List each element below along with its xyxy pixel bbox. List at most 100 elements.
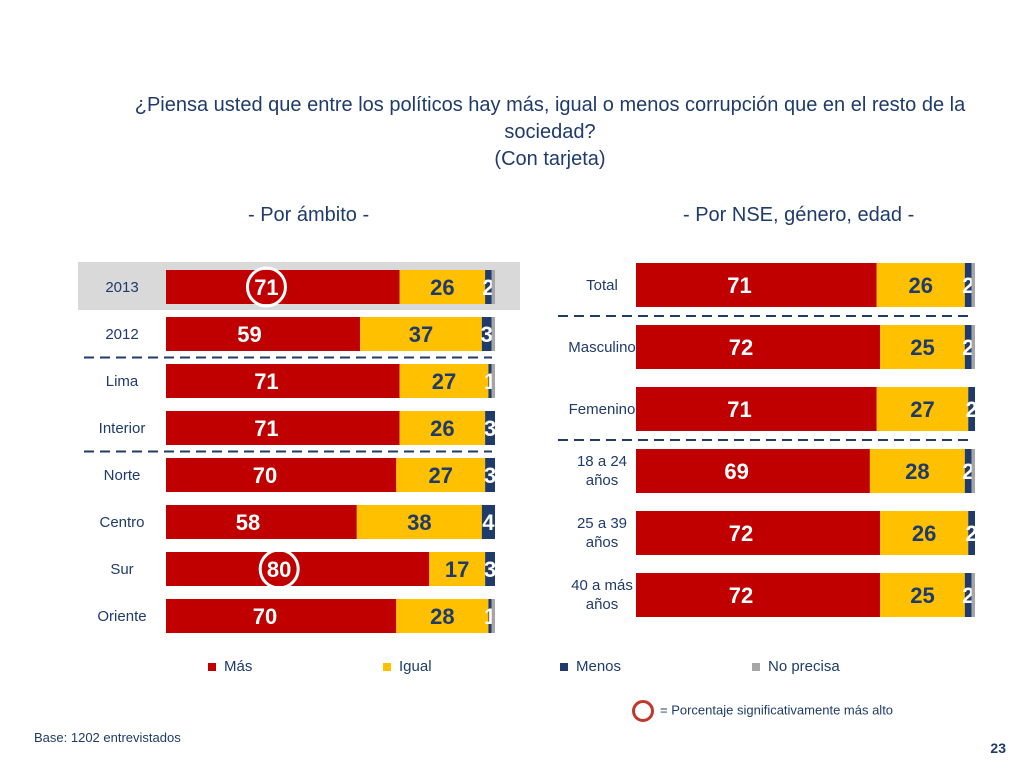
legend-swatch-no-precisa: [752, 663, 760, 672]
ambito-bar-norte-igual: [396, 458, 486, 492]
ambito-data-label-2012: 37: [409, 322, 433, 347]
nse-bar-femenino-menos: [968, 387, 975, 431]
significance-note: = Porcentaje significativamente más alto: [632, 700, 893, 722]
nse-bar-masculino-no-precisa: [971, 325, 975, 369]
nse-bar-18-a-24-a-os-más: [636, 449, 870, 493]
ambito-bar-norte-más: [166, 458, 397, 492]
title-line-3: (Con tarjeta): [494, 148, 606, 170]
nse-bar-25-a-39-a-os-menos: [968, 511, 975, 555]
ambito-bar-2012-menos: [481, 317, 492, 351]
nse-data-label-total: 71: [727, 273, 751, 298]
ambito-data-label-centro: 4: [482, 510, 495, 535]
legend-swatch-menos: [560, 663, 568, 672]
nse-data-label-18-a-24-a-os: 2: [962, 459, 974, 484]
ambito-category-label: Centro: [99, 514, 144, 531]
chart-title: ¿Piensa usted que entre los políticos ha…: [60, 92, 1024, 173]
ambito-bar-sur-igual: [429, 552, 486, 586]
nse-category-label: 25 a 39: [577, 515, 627, 532]
legend-item-igual: Igual: [383, 658, 432, 675]
nse-data-label-femenino: 27: [910, 397, 934, 422]
ambito-data-label-interior: 71: [254, 416, 278, 441]
ambito-data-label-2012: 59: [237, 322, 261, 347]
left-subtitle: - Por ámbito -: [248, 204, 370, 226]
legend-label-no-precisa: No precisa: [768, 658, 840, 675]
ambito-bar-centro-menos: [481, 505, 495, 539]
nse-data-label-40-a-m-s-a-os: 25: [910, 583, 934, 608]
ambito-bar-oriente-menos: [488, 599, 492, 633]
nse-bar-18-a-24-a-os-no-precisa: [971, 449, 975, 493]
ambito-bar-oriente-no-precisa: [491, 599, 495, 633]
ambito-category-label: Interior: [99, 420, 146, 437]
ambito-category-label: Norte: [104, 467, 141, 484]
ambito-data-label-norte: 70: [253, 463, 277, 488]
ambito-bar-2012-igual: [360, 317, 482, 351]
ambito-bar-centro-igual: [356, 505, 482, 539]
ambito-bar-2013-no-precisa: [491, 270, 495, 304]
nse-data-label-25-a-39-a-os: 2: [965, 521, 977, 546]
nse-bar-masculino-menos: [964, 325, 972, 369]
nse-category-label: 18 a 24: [577, 453, 627, 470]
nse-bar-masculino-más: [636, 325, 881, 369]
ambito-bar-interior-menos: [485, 411, 495, 445]
ambito-data-label-norte: 27: [428, 463, 452, 488]
title-line-2: sociedad?: [504, 121, 596, 143]
nse-category-label: 40 a más: [571, 577, 633, 594]
nse-bar-40-a-m-s-a-os-menos: [964, 573, 972, 617]
ambito-bar-centro-más: [166, 505, 357, 539]
nse-bar-40-a-m-s-a-os-no-precisa: [971, 573, 975, 617]
nse-bar-18-a-24-a-os-menos: [964, 449, 972, 493]
base-note: Base: 1202 entrevistados: [34, 730, 181, 745]
ambito-data-label-2013: 71: [254, 275, 278, 300]
ambito-bar-lima-más: [166, 364, 400, 398]
ambito-bar-lima-no-precisa: [491, 364, 495, 398]
ambito-data-label-norte: 3: [484, 463, 496, 488]
ambito-bar-2013-menos: [485, 270, 492, 304]
legend-label-igual: Igual: [399, 658, 432, 675]
nse-bar-total-menos: [964, 263, 972, 307]
ambito-data-label-sur: 3: [484, 557, 496, 582]
ambito-bar-lima-menos: [488, 364, 492, 398]
ambito-highlight-circle-2013: [245, 266, 287, 308]
circle-icon: [632, 700, 654, 722]
ambito-category-label: Lima: [106, 373, 139, 390]
legend: Más Igual Menos No precisa: [0, 658, 1024, 678]
ambito-data-label-sur: 17: [445, 557, 469, 582]
legend-item-no-precisa: No precisa: [752, 658, 840, 675]
ambito-bar-norte-menos: [485, 458, 495, 492]
nse-bar-25-a-39-a-os-más: [636, 511, 881, 555]
nse-data-label-18-a-24-a-os: 28: [905, 459, 929, 484]
nse-data-label-25-a-39-a-os: 26: [912, 521, 936, 546]
ambito-bar-interior-igual: [399, 411, 486, 445]
nse-bar-40-a-m-s-a-os-más: [636, 573, 881, 617]
ambito-bar-lima-igual: [399, 364, 489, 398]
legend-label-menos: Menos: [576, 658, 622, 675]
ambito-bar-2012-más: [166, 317, 361, 351]
nse-data-label-40-a-m-s-a-os: 72: [729, 583, 753, 608]
ambito-data-label-centro: 38: [407, 510, 431, 535]
nse-category-label: años: [586, 534, 619, 551]
nse-data-label-masculino: 2: [962, 335, 974, 360]
ambito-data-label-2013: 26: [430, 275, 454, 300]
nse-category-label: Masculino: [568, 339, 636, 356]
ambito-highlight-circle-sur: [258, 548, 300, 590]
ambito-data-label-oriente: 28: [430, 604, 454, 629]
nse-category-label: años: [586, 472, 619, 489]
ambito-data-label-sur: 80: [267, 557, 291, 582]
ambito-bar-2013-igual: [399, 270, 486, 304]
nse-data-label-25-a-39-a-os: 72: [729, 521, 753, 546]
nse-bar-masculino-igual: [880, 325, 965, 369]
nse-bar-total-más: [636, 263, 877, 307]
nse-category-label: años: [586, 596, 619, 613]
ambito-data-label-2012: 3: [481, 322, 493, 347]
nse-bar-total-no-precisa: [971, 263, 975, 307]
ambito-category-label: 2013: [105, 279, 138, 296]
ambito-bar-oriente-igual: [396, 599, 489, 633]
nse-bar-femenino-más: [636, 387, 877, 431]
nse-data-label-masculino: 25: [910, 335, 934, 360]
ambito-data-label-oriente: 70: [253, 604, 277, 629]
ambito-category-label: Sur: [110, 561, 133, 578]
nse-category-label: Total: [586, 277, 618, 294]
ambito-data-label-lima: 71: [254, 369, 278, 394]
ambito-data-label-interior: 26: [430, 416, 454, 441]
ambito-data-label-interior: 3: [484, 416, 496, 441]
